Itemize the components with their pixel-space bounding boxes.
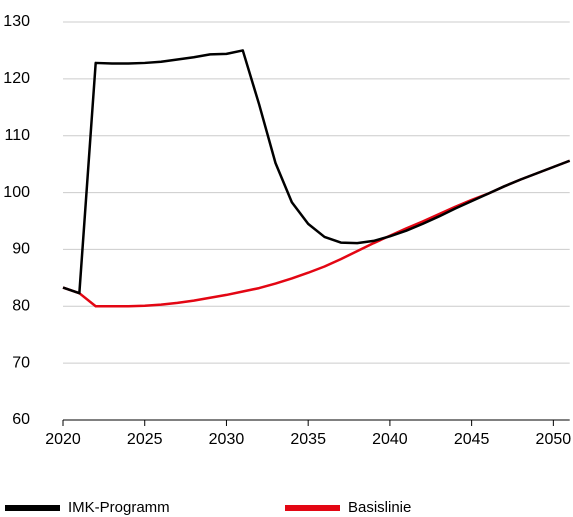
y-tick-label: 120 [3,70,30,87]
y-tick-label: 60 [12,411,30,428]
y-tick-label: 100 [3,184,30,201]
y-tick-label: 130 [3,13,30,30]
x-tick-label: 2030 [209,431,245,448]
legend-label: Basislinie [348,499,411,516]
y-tick-label: 110 [4,127,30,144]
line [62,49,571,295]
x-tick-label: 2045 [454,431,490,448]
y-tick-label: 80 [12,298,30,315]
x-tick-label: 2050 [536,431,572,448]
y-tick-label: 90 [12,241,30,258]
y-tick-label: 70 [12,354,30,371]
x-tick-label: 2035 [290,431,326,448]
x-tick-label: 2025 [127,431,163,448]
line [62,159,571,308]
legend-label: IMK-Programm [68,499,170,516]
x-tick-label: 2020 [45,431,81,448]
x-tick-label: 2040 [372,431,408,448]
